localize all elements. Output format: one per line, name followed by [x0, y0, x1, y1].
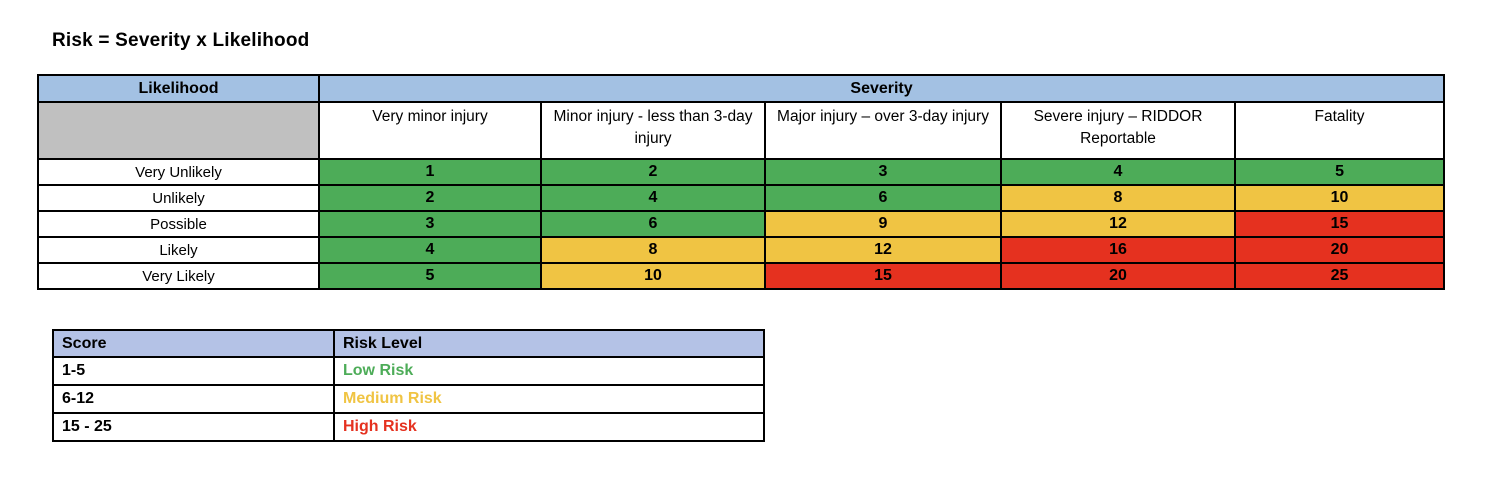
matrix-cell: 10	[540, 262, 766, 290]
matrix-cell: 4	[540, 184, 766, 212]
matrix-cell: 6	[764, 184, 1002, 212]
matrix-cell: 6	[540, 210, 766, 238]
matrix-cell: 3	[318, 210, 542, 238]
matrix-cell: 5	[1233, 158, 1446, 186]
risk-level-legend-table: Score Risk Level 1-5 Low Risk 6-12 Mediu…	[52, 329, 765, 442]
likelihood-label: Unlikely	[37, 184, 320, 212]
page-title: Risk = Severity x Likelihood	[52, 30, 310, 51]
matrix-cell: 20	[1000, 262, 1236, 290]
likelihood-label: Likely	[37, 236, 320, 264]
likelihood-label: Possible	[37, 210, 320, 238]
matrix-cell: 25	[1233, 262, 1446, 290]
legend-risk-label: Low Risk	[333, 356, 765, 386]
matrix-cell: 4	[1000, 158, 1236, 186]
matrix-cell: 9	[764, 210, 1002, 238]
legend-row: 6-12 Medium Risk	[52, 384, 765, 414]
matrix-row: Likely 4 8 12 16 20	[37, 236, 1446, 264]
legend-risk-label: Medium Risk	[333, 384, 765, 414]
severity-header: Severity	[317, 74, 1446, 103]
matrix-cell: 12	[764, 236, 1002, 264]
corner-empty-cell	[37, 101, 320, 160]
severity-column-header: Minor injury - less than 3-day injury	[540, 101, 766, 160]
score-header: Score	[52, 329, 335, 358]
risk-level-header: Risk Level	[333, 329, 765, 358]
likelihood-label: Very Likely	[37, 262, 320, 290]
matrix-cell: 5	[318, 262, 542, 290]
legend-row: 15 - 25 High Risk	[52, 412, 765, 442]
matrix-header-row: Likelihood Severity	[37, 74, 1446, 103]
matrix-cell: 2	[318, 184, 542, 212]
matrix-cell: 12	[1000, 210, 1236, 238]
risk-matrix-table: Likelihood Severity Very minor injury Mi…	[37, 74, 1446, 290]
matrix-cell: 15	[1233, 210, 1446, 238]
legend-row: 1-5 Low Risk	[52, 356, 765, 386]
matrix-cell: 8	[1000, 184, 1236, 212]
legend-header-row: Score Risk Level	[52, 329, 765, 358]
matrix-cell: 1	[318, 158, 542, 186]
likelihood-header: Likelihood	[37, 74, 320, 103]
matrix-cell: 2	[540, 158, 766, 186]
matrix-cell: 10	[1233, 184, 1446, 212]
matrix-cell: 20	[1233, 236, 1446, 264]
severity-column-header: Major injury – over 3-day injury	[764, 101, 1002, 160]
severity-column-header: Very minor injury	[318, 101, 542, 160]
legend-score-range: 6-12	[52, 384, 335, 414]
severity-columns-row: Very minor injury Minor injury - less th…	[37, 101, 1446, 160]
matrix-cell: 4	[318, 236, 542, 264]
matrix-row: Very Likely 5 10 15 20 25	[37, 262, 1446, 290]
severity-column-header: Severe injury – RIDDOR Reportable	[1000, 101, 1236, 160]
matrix-cell: 15	[764, 262, 1002, 290]
matrix-cell: 3	[764, 158, 1002, 186]
matrix-row: Possible 3 6 9 12 15	[37, 210, 1446, 238]
legend-risk-label: High Risk	[333, 412, 765, 442]
matrix-cell: 8	[540, 236, 766, 264]
legend-score-range: 1-5	[52, 356, 335, 386]
legend-score-range: 15 - 25	[52, 412, 335, 442]
matrix-row: Very Unlikely 1 2 3 4 5	[37, 158, 1446, 186]
likelihood-label: Very Unlikely	[37, 158, 320, 186]
matrix-row: Unlikely 2 4 6 8 10	[37, 184, 1446, 212]
severity-column-header: Fatality	[1233, 101, 1446, 160]
matrix-cell: 16	[1000, 236, 1236, 264]
